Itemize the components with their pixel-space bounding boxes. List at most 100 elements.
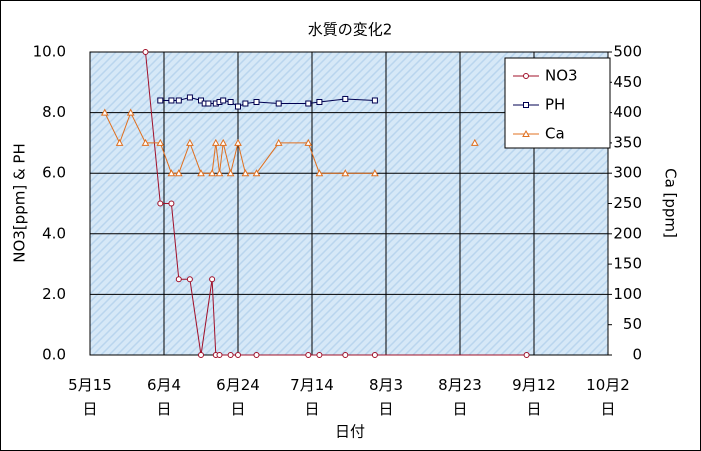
y2-tick-label: 450 [613,73,642,91]
point [157,97,164,104]
legend-label: PH [545,96,565,114]
point [253,98,260,105]
x-tick-label: 7月14 日 [290,376,334,418]
point [157,200,164,207]
y-tick-label: 6.0 [42,164,66,182]
legend-marker [523,102,529,108]
y-tick-label: 10.0 [33,43,66,61]
x-tick-label-line: 日 [452,400,467,418]
point [304,138,313,146]
point [186,138,194,146]
point [186,276,193,283]
y-tick-label: 8.0 [42,103,66,121]
point [220,97,227,104]
x-tick-label-line: 日 [156,400,171,418]
y2-tick-label: 150 [613,255,642,273]
x-tick-label: 6月24 日 [216,376,260,418]
x-tick-label-line: 5月15 [68,376,112,394]
point [274,138,283,146]
x-tick-label-line: 8月23 [438,376,482,394]
point [371,352,378,358]
chart-title: 水質の変化2 [308,21,393,39]
point [234,138,242,146]
x-tick-label: 8月3 日 [369,376,403,418]
point [227,352,234,358]
point [253,352,260,358]
y2-tick-label: 200 [613,224,642,242]
x-tick-label-line: 8月3 [369,376,403,394]
point [342,352,349,358]
y-tick-label: 2.0 [42,285,66,303]
x-tick-label-line: 日 [82,400,97,418]
y2-tick-label: 250 [613,194,642,212]
point [209,276,216,283]
point [275,100,282,107]
point [371,169,379,177]
y2-tick-label: 50 [623,315,642,333]
point [175,97,182,104]
y2-tick-label: 350 [613,133,642,151]
point [186,94,193,101]
point [211,138,220,146]
x-tick-label: 6月4 日 [147,376,181,418]
x-tick-label-line: 日 [600,400,615,418]
point [241,169,250,177]
y2-tick-label: 100 [613,285,642,303]
point [242,100,249,107]
y2-tick-label: 400 [613,103,642,121]
x-tick-label-line: 日 [526,400,541,418]
point [219,138,228,146]
point [115,138,124,146]
point [315,169,324,177]
x-tick-label-line: 日 [230,400,245,418]
x-tick-label: 9月12 日 [512,376,556,418]
point [341,169,350,177]
legend-label: NO3 [545,67,578,85]
point [100,108,109,116]
point [175,276,182,283]
x-axis-title: 日付 [335,423,365,441]
point [156,138,165,146]
point [305,100,312,107]
point [235,352,241,358]
point [235,103,241,110]
point [316,98,323,105]
point [252,169,261,177]
x-tick-label-line: 7月14 [290,376,334,394]
y2-tick-label: 0 [632,346,642,364]
y-tick-label: 4.0 [42,224,66,242]
point [342,95,349,102]
x-tick-label: 5月15 日 [68,376,112,418]
y2-tick-label: 500 [613,43,642,61]
point [216,352,223,358]
point [197,169,205,177]
point [141,138,150,146]
point [205,100,212,107]
legend-marker [522,129,530,137]
point [142,49,149,55]
point [168,97,175,104]
point [470,138,479,146]
x-tick-label: 10月2 日 [586,376,630,418]
point [371,97,378,104]
point [167,169,176,177]
x-tick-label-line: 日 [304,400,319,418]
point [226,169,235,177]
legend [504,57,611,149]
point [227,98,234,105]
point [215,169,224,177]
point [198,97,204,104]
point [305,352,312,358]
point [523,352,530,358]
legend-label: Ca [545,125,565,143]
x-tick-label-line: 9月12 [512,376,556,394]
point [208,169,216,177]
x-tick-label-line: 6月24 [216,376,260,394]
y-tick-label: 0.0 [42,346,66,364]
y-axis-title: NO3[ppm] & PH [11,143,29,263]
x-tick-label-line: 日 [378,400,393,418]
point [198,352,204,358]
x-tick-label-line: 10月2 [586,376,630,394]
